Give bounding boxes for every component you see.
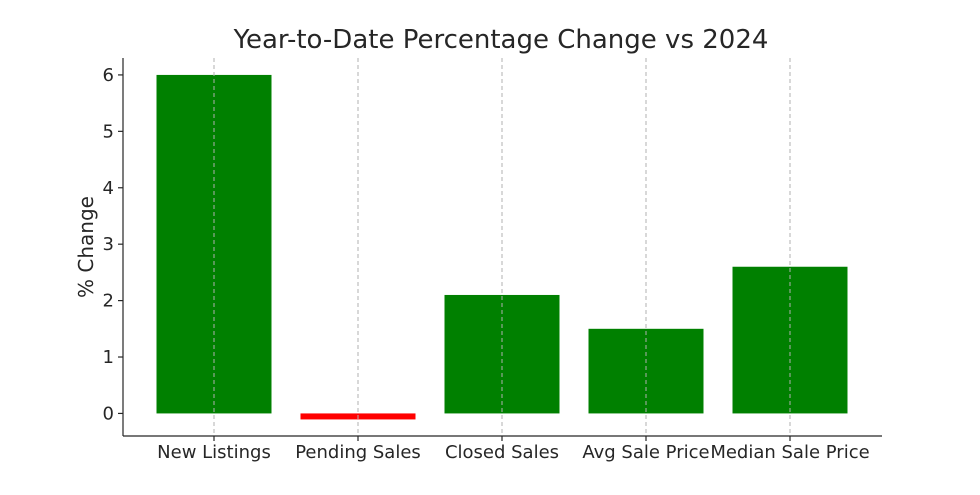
y-tick-label: 4 bbox=[103, 178, 114, 199]
x-tick-label: Avg Sale Price bbox=[582, 442, 709, 463]
x-tick-label: Closed Sales bbox=[445, 442, 559, 463]
grid-lines bbox=[213, 58, 791, 436]
x-tick-label: Pending Sales bbox=[295, 442, 421, 463]
x-tick-label: Median Sale Price bbox=[710, 442, 869, 463]
y-ticks: 0 1 2 3 4 5 6 bbox=[103, 65, 123, 424]
x-ticks: New Listings Pending Sales Closed Sales Avg… bbox=[157, 436, 870, 463]
y-tick-label: 1 bbox=[103, 347, 114, 368]
y-tick-label: 2 bbox=[103, 291, 114, 312]
y-tick-label: 0 bbox=[103, 403, 114, 424]
y-axis-label: % Change bbox=[74, 196, 98, 298]
y-tick-label: 3 bbox=[103, 234, 114, 255]
y-tick-label: 6 bbox=[103, 65, 114, 86]
y-tick-label: 5 bbox=[103, 121, 114, 142]
chart-title: Year-to-Date Percentage Change vs 2024 bbox=[233, 25, 769, 55]
x-tick-label: New Listings bbox=[157, 442, 271, 463]
bar-3 bbox=[588, 328, 704, 414]
